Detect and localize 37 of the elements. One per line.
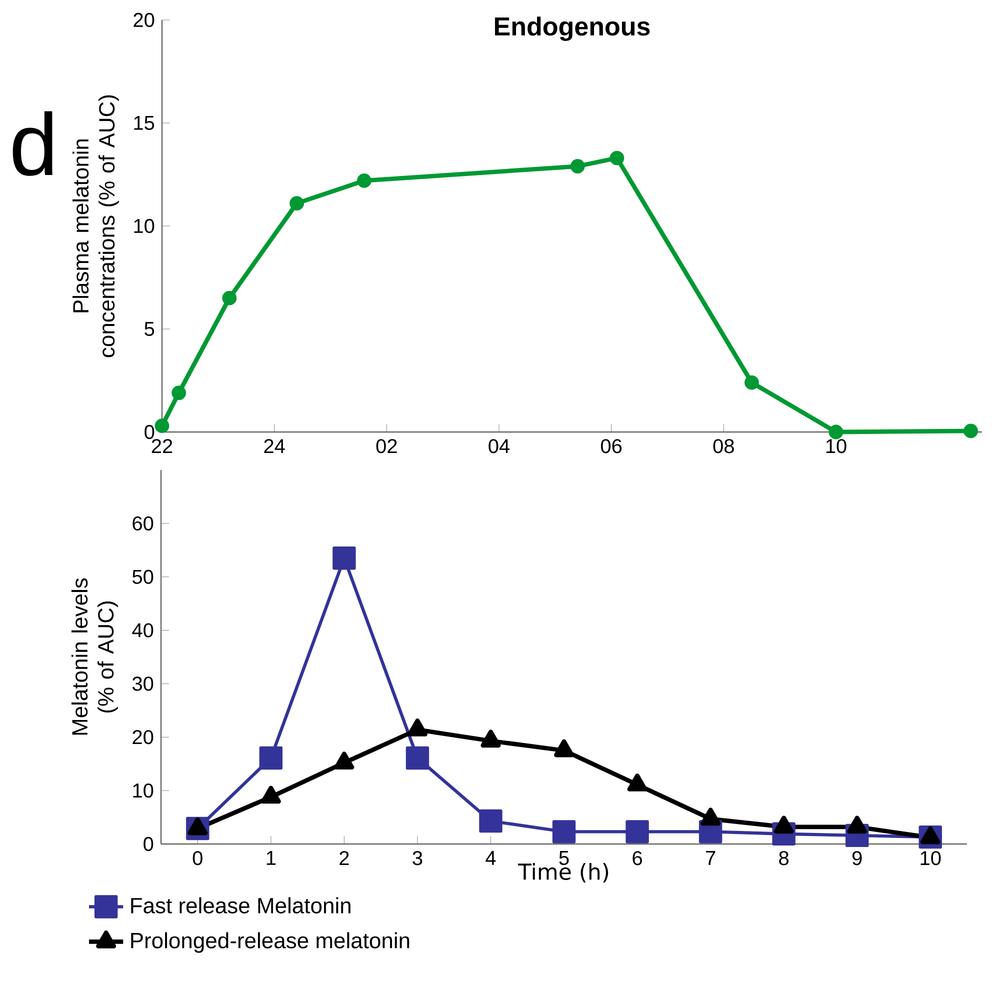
x-tick-label: 02 [376,439,397,454]
y-tick-label: 0 [144,424,154,440]
y-tick-label: 5 [144,322,154,336]
y-tick-label: 20 [134,12,154,28]
x-tick-label: 04 [488,439,510,454]
y-tick-label: 10 [133,784,154,798]
x-tick-label: 0 [192,851,202,866]
legend-label: Fast release Melatonin [131,897,350,914]
x-tick-label: 3 [412,851,422,866]
x-tick-label: 06 [600,439,622,454]
y-tick-label: 15 [134,116,154,130]
y-tick-label: 30 [132,676,154,691]
x-tick-label: 4 [486,851,496,865]
y-tick-label: 50 [132,570,154,584]
y-axis-title: Melatonin levels (% of AUC) [71,578,118,735]
x-axis-title: Time (h) [518,862,608,883]
x-tick-label: 7 [706,851,716,865]
x-tick-label: 22 [152,439,172,454]
y-tick-label: 20 [132,730,154,744]
x-tick-label: 08 [713,439,734,454]
x-tick-label: 6 [632,851,642,866]
x-tick-label: 1 [266,851,276,865]
y-tick-label: 40 [132,623,154,638]
chart-title: Endogenous [495,16,650,41]
y-tick-label: 10 [134,218,154,234]
y-tick-label: 60 [132,516,154,531]
x-tick-label: 24 [264,439,285,454]
legend-label: Prolonged-release melatonin [131,932,410,953]
y-axis-title: Plasma melatonin concentrations (% of AUC) [72,95,119,358]
x-tick-label: 5 [559,851,569,866]
text: d [12,111,52,176]
x-tick-label: 8 [779,851,789,866]
x-tick-label: 2 [340,851,349,866]
x-tick-label: 9 [852,851,862,866]
y-tick-label: 0 [144,836,154,852]
x-tick-label: 10 [826,439,846,454]
x-tick-label: 10 [920,851,941,866]
